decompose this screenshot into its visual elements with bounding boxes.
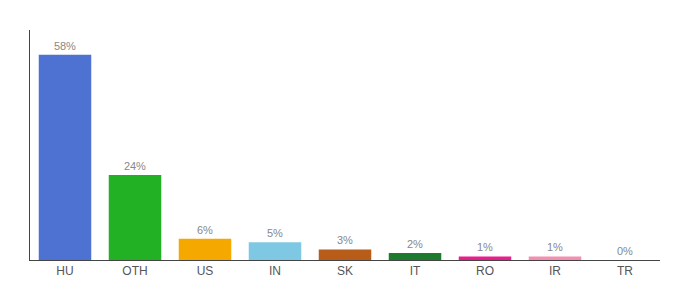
svg-text:OTH: OTH <box>122 264 147 278</box>
svg-text:6%: 6% <box>197 224 213 236</box>
svg-text:RO: RO <box>476 264 494 278</box>
svg-text:IR: IR <box>549 264 561 278</box>
svg-text:2%: 2% <box>407 238 423 250</box>
svg-text:TR: TR <box>617 264 633 278</box>
svg-text:0%: 0% <box>617 245 633 257</box>
svg-text:HU: HU <box>56 264 73 278</box>
svg-text:1%: 1% <box>477 241 493 253</box>
svg-text:58%: 58% <box>54 40 76 52</box>
svg-text:SK: SK <box>337 264 353 278</box>
svg-text:IT: IT <box>410 264 421 278</box>
svg-text:3%: 3% <box>337 234 353 246</box>
svg-text:IN: IN <box>269 264 281 278</box>
svg-text:US: US <box>197 264 214 278</box>
svg-text:5%: 5% <box>267 227 283 239</box>
svg-text:1%: 1% <box>547 241 563 253</box>
svg-text:24%: 24% <box>124 160 146 172</box>
